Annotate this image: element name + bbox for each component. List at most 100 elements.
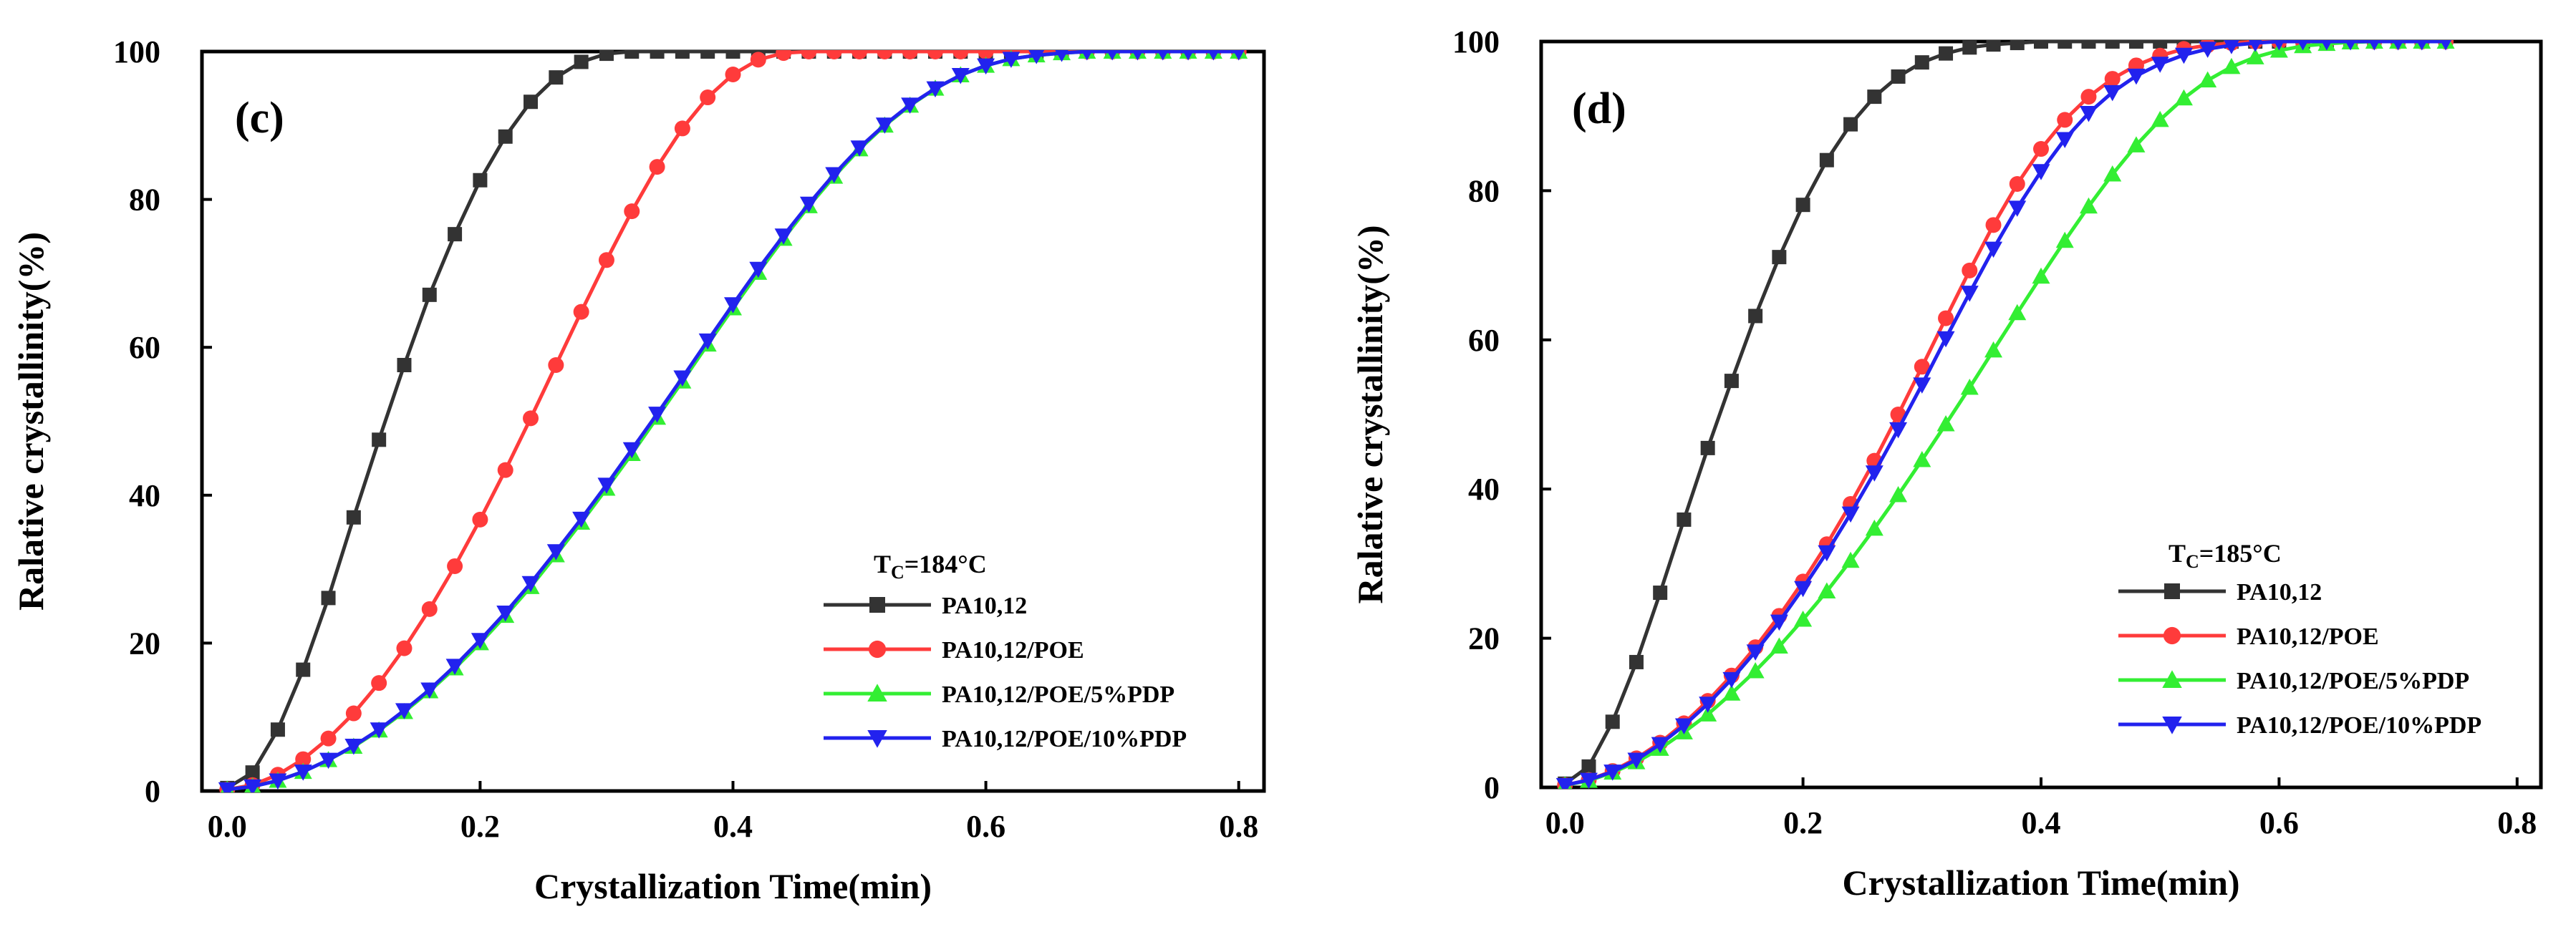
data-point: [750, 52, 766, 68]
data-point: [675, 50, 690, 59]
data-point: [1819, 152, 1834, 168]
data-point: [622, 442, 641, 459]
y-tick-label: 20: [129, 626, 160, 661]
data-point: [1770, 614, 1788, 631]
y-tick-label: 60: [129, 330, 160, 365]
legend-marker: [868, 640, 887, 659]
data-point: [2153, 40, 2168, 49]
data-point: [2248, 40, 2262, 52]
data-point: [2057, 112, 2073, 128]
legend-marker: [2163, 626, 2181, 645]
data-point: [496, 606, 515, 622]
data-point: [1651, 737, 1669, 754]
data-point: [2055, 231, 2074, 248]
data-point: [1106, 50, 1119, 61]
data-point: [472, 511, 488, 528]
data-point: [698, 333, 717, 350]
data-point: [2009, 176, 2025, 193]
data-point: [877, 50, 893, 59]
data-point: [2010, 40, 2025, 51]
x-tick-label: 0.6: [966, 809, 1005, 844]
data-point: [2222, 57, 2241, 74]
data-point: [1960, 378, 1979, 395]
data-point: [445, 659, 464, 675]
data-point: [1579, 772, 1598, 789]
x-tick-label: 0.6: [2259, 805, 2299, 840]
data-point: [396, 640, 413, 656]
data-point: [269, 773, 287, 790]
data-point: [1699, 696, 1717, 713]
data-point: [1962, 40, 1977, 55]
data-point: [1081, 50, 1093, 61]
data-point: [1700, 440, 1715, 455]
data-point: [2151, 110, 2169, 127]
x-tick-label: 0.4: [2022, 805, 2061, 840]
data-point: [1936, 331, 1955, 348]
data-point: [1962, 262, 1978, 278]
data-point: [1889, 486, 1908, 503]
data-point: [1841, 506, 1860, 523]
data-point: [1699, 705, 1717, 722]
y-tick-label: 80: [129, 183, 160, 218]
data-point: [243, 779, 262, 792]
data-point: [1207, 50, 1220, 61]
data-point: [2081, 40, 2096, 49]
data-point: [901, 97, 920, 114]
data-point: [321, 591, 336, 606]
data-point: [2439, 40, 2452, 51]
data-point: [852, 50, 868, 59]
data-point: [875, 117, 894, 134]
data-point: [1843, 117, 1858, 132]
data-point: [2055, 132, 2074, 149]
data-point: [700, 89, 716, 106]
data-point: [597, 477, 616, 494]
legend-marker: [867, 684, 887, 702]
data-point: [649, 159, 665, 175]
legend-entry: PA10,12/POE/5%PDP: [824, 681, 1174, 708]
y-tick-label: 40: [1468, 472, 1500, 507]
data-point: [245, 765, 260, 780]
data-point: [1724, 374, 1739, 389]
data-point: [2320, 40, 2333, 51]
data-point: [420, 682, 439, 699]
legend-marker: [2164, 583, 2180, 599]
data-point: [2199, 71, 2217, 88]
data-point: [498, 129, 513, 144]
legend: TC=185°C PA10,12 PA10,12/POE PA10,12/POE/5%…: [2118, 539, 2481, 739]
data-point: [1865, 519, 1883, 536]
data-point: [523, 410, 539, 427]
data-point: [1938, 310, 1954, 326]
data-point: [1795, 198, 1810, 213]
data-point: [1960, 286, 1979, 302]
legend-entry: PA10,12/POE/5%PDP: [2118, 668, 2469, 694]
data-point: [624, 203, 640, 220]
data-point: [1629, 654, 1644, 669]
data-point: [2103, 84, 2122, 102]
data-point: [978, 50, 994, 59]
data-point: [774, 228, 793, 245]
data-point: [2080, 89, 2097, 105]
data-point: [1182, 50, 1195, 61]
data-point: [296, 662, 311, 677]
data-point: [2368, 40, 2380, 51]
data-point: [1677, 512, 1692, 527]
data-point: [2392, 40, 2404, 51]
legend: TC=184°C PA10,12 PA10,12/POE PA10,12/POE/5%…: [824, 550, 1187, 752]
data-point: [319, 752, 338, 770]
data-point: [218, 782, 236, 792]
data-point: [521, 576, 540, 593]
data-point: [598, 252, 614, 268]
data-point: [700, 50, 715, 59]
data-point: [927, 50, 943, 59]
y-tick-label: 40: [129, 478, 160, 513]
legend-marker: [869, 597, 885, 613]
x-tick-label: 0.8: [1219, 809, 1258, 844]
data-point: [1028, 50, 1045, 64]
data-point: [2008, 200, 2027, 217]
data-point: [650, 50, 665, 59]
legend-entry: PA10,12/POE/10%PDP: [824, 726, 1187, 752]
legend-label: PA10,12/POE/10%PDP: [2237, 712, 2481, 739]
data-point: [674, 120, 690, 137]
data-point: [2345, 40, 2357, 51]
data-point: [1818, 545, 1836, 562]
